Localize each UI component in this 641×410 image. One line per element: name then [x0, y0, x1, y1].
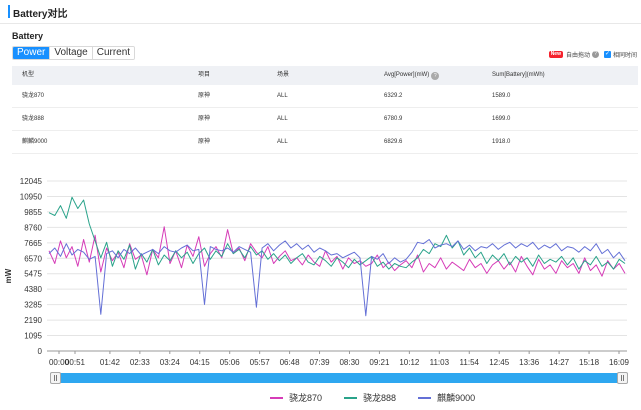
cell-model: 骁龙870	[22, 93, 45, 99]
y-tick-label: 0	[38, 347, 43, 356]
cell-sum-battery: 1589.0	[492, 93, 511, 99]
x-tick-label: 01:42	[100, 358, 121, 367]
chart-options: New 自由拖动 ? ✓ 相同时间	[548, 49, 637, 59]
legend-label: 麒麟9000	[437, 393, 476, 403]
zoom-slider[interactable]	[50, 372, 628, 384]
free-drag-label[interactable]: 自由拖动	[565, 52, 590, 59]
x-tick-label: 05:06	[220, 358, 241, 367]
x-tick-label: 16:09	[609, 358, 630, 367]
x-tick-label: 02:33	[130, 358, 151, 367]
cell-item: 原神	[198, 139, 211, 145]
legend-swatch	[344, 396, 358, 399]
x-tick-label: 11:54	[460, 358, 480, 367]
x-tick-label: 12:45	[489, 358, 510, 367]
tab-power[interactable]: Power	[13, 47, 50, 59]
cell-item: 原神	[198, 93, 211, 99]
chart-legend: 骁龙870 骁龙888 麒麟9000	[270, 391, 497, 404]
header-sum-battery: Sum[Battery](mWh)	[492, 72, 545, 78]
cell-sum-battery: 1699.0	[492, 116, 511, 122]
cell-model: 麒麟9000	[22, 139, 48, 145]
cell-sum-battery: 1918.0	[492, 139, 511, 145]
same-time-checkbox[interactable]: ✓	[603, 50, 611, 58]
y-tick-label: 3285	[24, 301, 42, 310]
table-row: 麒麟9000 原神 ALL 6829.6 1918.0	[12, 131, 638, 154]
x-tick-label: 00:51	[65, 358, 86, 367]
x-tick-label: 11:03	[430, 358, 450, 367]
cell-scene: ALL	[277, 116, 288, 122]
zoom-handle-end[interactable]	[617, 372, 628, 384]
page-title: Battery对比	[13, 9, 68, 20]
series-line	[48, 239, 626, 317]
cell-avg-power: 6829.6	[384, 139, 403, 145]
legend-swatch	[418, 396, 432, 399]
y-axis-label: mW	[4, 268, 13, 283]
same-time-label[interactable]: 相同时间	[612, 52, 637, 59]
power-line-chart: 12045 10950 9855 8760 7665 6570 5475 4380 3285 21…	[0, 172, 641, 410]
y-tick-label: 10950	[20, 192, 43, 201]
header-avg-power: Avg[Power](mW)?	[384, 66, 440, 85]
legend-label: 骁龙870	[289, 393, 323, 403]
metric-tabs: Power Voltage Current	[12, 46, 136, 60]
x-tick-label: 03:24	[160, 358, 181, 367]
series-line	[48, 226, 626, 277]
x-tick-label: 05:57	[250, 358, 271, 367]
x-tick-label: 15:18	[579, 358, 600, 367]
series-line	[48, 196, 626, 270]
table-header: 机型 项目 场景 Avg[Power](mW)? Sum[Battery](mW…	[12, 66, 638, 85]
title-accent-bar	[8, 5, 10, 18]
y-tick-label: 9855	[24, 208, 42, 217]
x-tick-label: 09:21	[369, 358, 390, 367]
x-tick-label: 10:12	[399, 358, 420, 367]
zoom-slider-track[interactable]	[50, 373, 628, 383]
y-tick-label: 1095	[24, 332, 42, 341]
table-row: 骁龙888 原神 ALL 6780.9 1699.0	[12, 108, 638, 131]
legend-label: 骁龙888	[363, 393, 397, 403]
legend-item[interactable]: 骁龙888	[344, 391, 396, 404]
legend-swatch	[270, 396, 283, 399]
x-tick-label: 13:36	[519, 358, 540, 367]
cell-model: 骁龙888	[22, 116, 45, 122]
x-tick-label: 00:00	[49, 358, 70, 367]
summary-table: 机型 项目 场景 Avg[Power](mW)? Sum[Battery](mW…	[12, 66, 638, 154]
cell-avg-power: 6329.2	[384, 93, 403, 99]
cell-scene: ALL	[277, 93, 288, 99]
legend-item[interactable]: 麒麟9000	[418, 391, 475, 404]
header-item: 项目	[198, 72, 211, 78]
y-tick-label: 12045	[20, 177, 43, 186]
y-tick-label: 7665	[24, 239, 42, 248]
table-row: 骁龙870 原神 ALL 6329.2 1589.0	[12, 85, 638, 108]
cell-item: 原神	[198, 116, 211, 122]
help-icon[interactable]: ?	[591, 50, 599, 58]
header-model: 机型	[22, 72, 35, 78]
page-header: Battery对比	[0, 0, 641, 24]
y-tick-label: 6570	[24, 254, 42, 263]
header-avg-power-label: Avg[Power](mW)	[384, 72, 430, 78]
legend-item[interactable]: 骁龙870	[270, 391, 322, 404]
chart-canvas: 1204510950985587607665657054754380328521…	[4, 177, 630, 367]
header-scene: 场景	[277, 72, 290, 78]
x-tick-label: 04:15	[190, 358, 211, 367]
x-tick-label: 14:27	[549, 358, 570, 367]
help-icon[interactable]: ?	[431, 71, 440, 80]
y-tick-label: 8760	[24, 223, 42, 232]
zoom-handle-start[interactable]	[50, 372, 61, 384]
y-tick-label: 5475	[24, 270, 42, 279]
tab-voltage[interactable]: Voltage	[49, 47, 92, 59]
y-tick-label: 2190	[24, 316, 42, 325]
x-tick-label: 07:39	[310, 358, 331, 367]
cell-avg-power: 6780.9	[384, 116, 403, 122]
section-title: Battery	[12, 31, 44, 41]
x-tick-label: 06:48	[280, 358, 301, 367]
new-badge: New	[548, 50, 563, 58]
tab-current[interactable]: Current	[91, 47, 135, 59]
x-tick-label: 08:30	[339, 358, 360, 367]
cell-scene: ALL	[277, 139, 288, 145]
y-tick-label: 4380	[24, 285, 42, 294]
